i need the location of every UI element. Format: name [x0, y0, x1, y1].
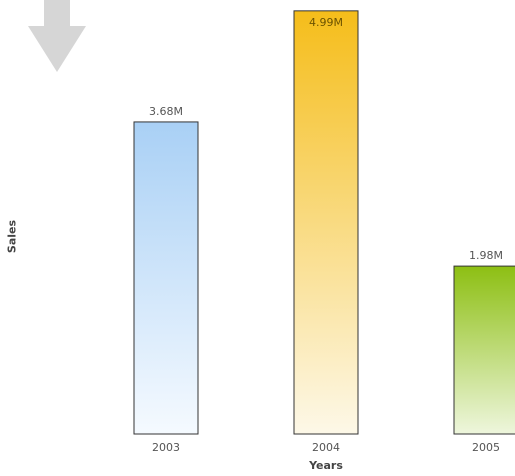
x-tick-label-2005: 2005: [472, 441, 500, 454]
x-tick-labels-layer: 2003 2004 2005: [152, 441, 500, 454]
x-tick-label-2004: 2004: [312, 441, 340, 454]
y-axis-title: Sales: [5, 219, 19, 254]
bars-layer: [133, 10, 515, 435]
x-tick-label-2003: 2003: [152, 441, 180, 454]
value-label-2005: 1.98M: [469, 249, 503, 262]
value-label-2004: 4.99M: [309, 16, 343, 29]
arrow-down-icon[interactable]: [28, 0, 86, 72]
bar-2005[interactable]: [453, 265, 515, 435]
value-label-2003: 3.68M: [149, 105, 183, 118]
value-labels-layer: 3.68M 4.99M 1.98M: [149, 16, 503, 262]
bar-2003[interactable]: [133, 121, 199, 435]
x-axis-title: Years: [309, 459, 343, 472]
bar-2004[interactable]: [293, 10, 359, 435]
